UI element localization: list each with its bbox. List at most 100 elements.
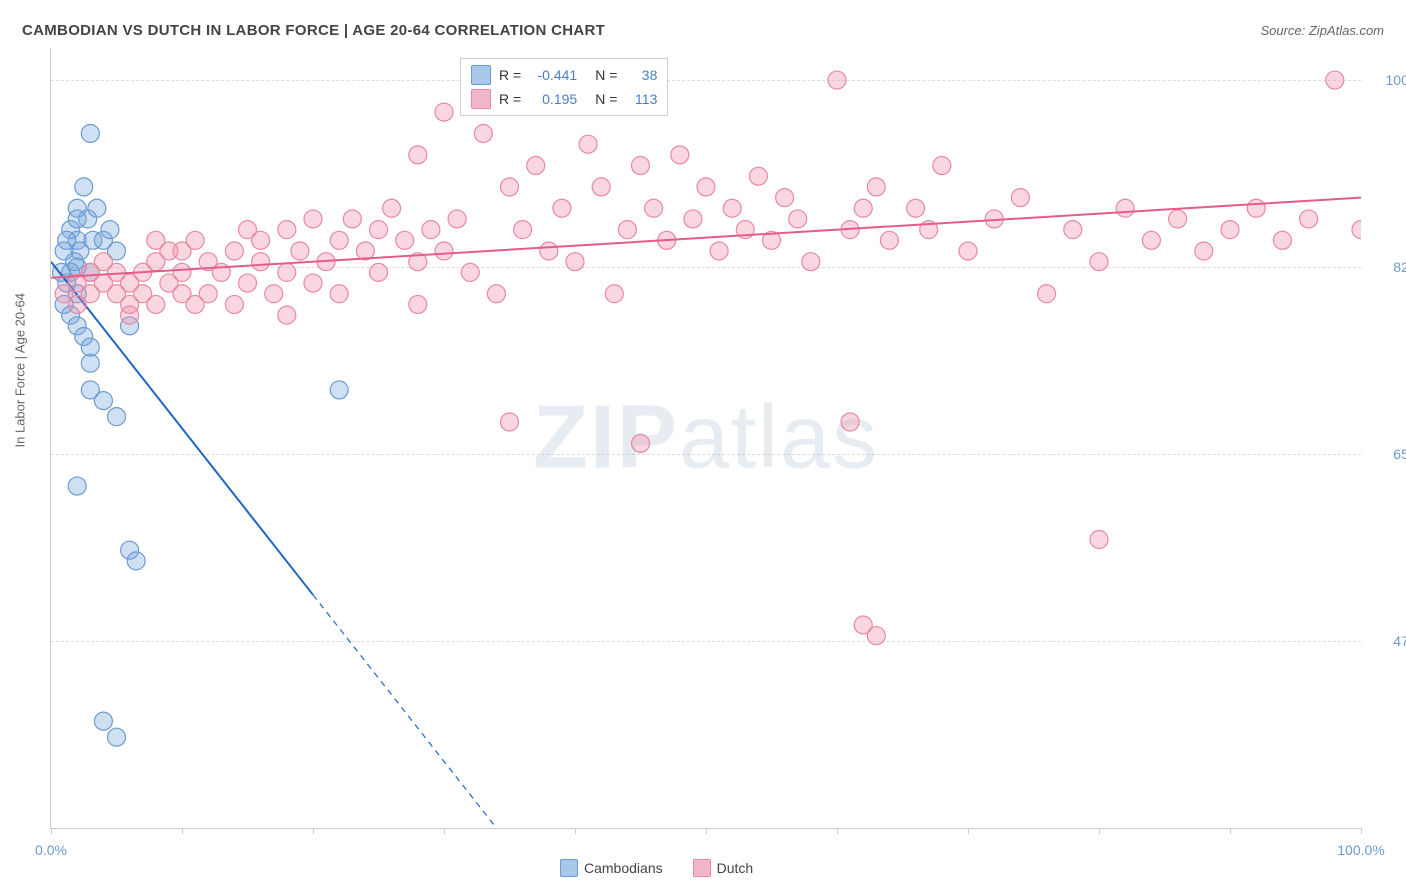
data-point bbox=[330, 285, 348, 303]
data-point bbox=[514, 221, 532, 239]
data-point bbox=[645, 199, 663, 217]
data-point bbox=[173, 263, 191, 281]
data-point bbox=[330, 381, 348, 399]
source-label: Source: ZipAtlas.com bbox=[1260, 23, 1384, 38]
y-tick-label: 100.0% bbox=[1368, 72, 1406, 88]
x-tick bbox=[1230, 828, 1231, 834]
data-point bbox=[252, 253, 270, 271]
correlation-stats-box: R = -0.441 N = 38R = 0.195 N = 113 bbox=[460, 58, 668, 116]
data-point bbox=[1011, 189, 1029, 207]
data-point bbox=[88, 199, 106, 217]
data-point bbox=[1064, 221, 1082, 239]
n-value: 113 bbox=[625, 91, 657, 107]
data-point bbox=[461, 263, 479, 281]
legend-item: Dutch bbox=[693, 859, 754, 877]
trend-line-dashed bbox=[313, 595, 496, 828]
x-tick bbox=[51, 828, 52, 834]
r-value: -0.441 bbox=[529, 67, 577, 83]
data-point bbox=[291, 242, 309, 260]
x-tick bbox=[444, 828, 445, 834]
data-point bbox=[58, 231, 76, 249]
data-point bbox=[1221, 221, 1239, 239]
data-point bbox=[94, 712, 112, 730]
data-point bbox=[75, 178, 93, 196]
stats-row: R = -0.441 N = 38 bbox=[471, 63, 657, 87]
data-point bbox=[370, 221, 388, 239]
y-tick-label: 65.0% bbox=[1368, 446, 1406, 462]
data-point bbox=[108, 408, 126, 426]
legend-swatch bbox=[471, 89, 491, 109]
data-point bbox=[127, 552, 145, 570]
data-point bbox=[1116, 199, 1134, 217]
plot-area: ZIPatlas 47.5%65.0%82.5%100.0%0.0%100.0% bbox=[50, 48, 1361, 829]
r-label: R = bbox=[499, 67, 521, 83]
data-point bbox=[1273, 231, 1291, 249]
data-point bbox=[448, 210, 466, 228]
n-label: N = bbox=[595, 91, 617, 107]
data-point bbox=[409, 146, 427, 164]
data-point bbox=[239, 274, 257, 292]
data-point bbox=[304, 274, 322, 292]
data-point bbox=[1090, 253, 1108, 271]
data-point bbox=[409, 295, 427, 313]
x-tick bbox=[968, 828, 969, 834]
data-point bbox=[68, 210, 86, 228]
data-point bbox=[1300, 210, 1318, 228]
data-point bbox=[540, 242, 558, 260]
data-point bbox=[383, 199, 401, 217]
legend-swatch bbox=[560, 859, 578, 877]
data-point bbox=[225, 242, 243, 260]
data-point bbox=[1352, 221, 1361, 239]
data-point bbox=[776, 189, 794, 207]
data-point bbox=[435, 242, 453, 260]
data-point bbox=[854, 199, 872, 217]
data-point bbox=[802, 253, 820, 271]
data-point bbox=[121, 306, 139, 324]
x-tick-label: 100.0% bbox=[1337, 842, 1384, 858]
y-tick-label: 47.5% bbox=[1368, 633, 1406, 649]
data-point bbox=[252, 231, 270, 249]
x-tick bbox=[575, 828, 576, 834]
chart-container: CAMBODIAN VS DUTCH IN LABOR FORCE | AGE … bbox=[0, 0, 1406, 892]
n-value: 38 bbox=[625, 67, 657, 83]
data-point bbox=[527, 157, 545, 175]
y-axis-label: In Labor Force | Age 20-64 bbox=[13, 293, 28, 447]
data-point bbox=[867, 178, 885, 196]
stats-row: R =0.195N =113 bbox=[471, 87, 657, 111]
data-point bbox=[173, 242, 191, 260]
data-point bbox=[1090, 531, 1108, 549]
data-point bbox=[81, 354, 99, 372]
data-point bbox=[684, 210, 702, 228]
data-point bbox=[265, 285, 283, 303]
legend-swatch bbox=[471, 65, 491, 85]
data-point bbox=[81, 338, 99, 356]
data-point bbox=[566, 253, 584, 271]
legend-item: Cambodians bbox=[560, 859, 663, 877]
data-point bbox=[94, 392, 112, 410]
data-point bbox=[396, 231, 414, 249]
data-point bbox=[343, 210, 361, 228]
data-point bbox=[671, 146, 689, 164]
data-point bbox=[422, 221, 440, 239]
chart-title: CAMBODIAN VS DUTCH IN LABOR FORCE | AGE … bbox=[22, 22, 605, 39]
data-point bbox=[867, 627, 885, 645]
x-tick bbox=[1361, 828, 1362, 834]
data-point bbox=[278, 263, 296, 281]
chart-header: CAMBODIAN VS DUTCH IN LABOR FORCE | AGE … bbox=[22, 22, 1384, 39]
data-point bbox=[278, 221, 296, 239]
data-point bbox=[225, 295, 243, 313]
data-point bbox=[501, 178, 519, 196]
r-value: 0.195 bbox=[529, 91, 577, 107]
legend-swatch bbox=[693, 859, 711, 877]
data-point bbox=[1142, 231, 1160, 249]
data-point bbox=[933, 157, 951, 175]
n-label: N = bbox=[595, 67, 617, 83]
data-point bbox=[501, 413, 519, 431]
plot-svg bbox=[51, 48, 1361, 828]
data-point bbox=[435, 103, 453, 121]
data-point bbox=[101, 221, 119, 239]
data-point bbox=[1247, 199, 1265, 217]
data-point bbox=[1038, 285, 1056, 303]
data-point bbox=[828, 71, 846, 89]
data-point bbox=[605, 285, 623, 303]
